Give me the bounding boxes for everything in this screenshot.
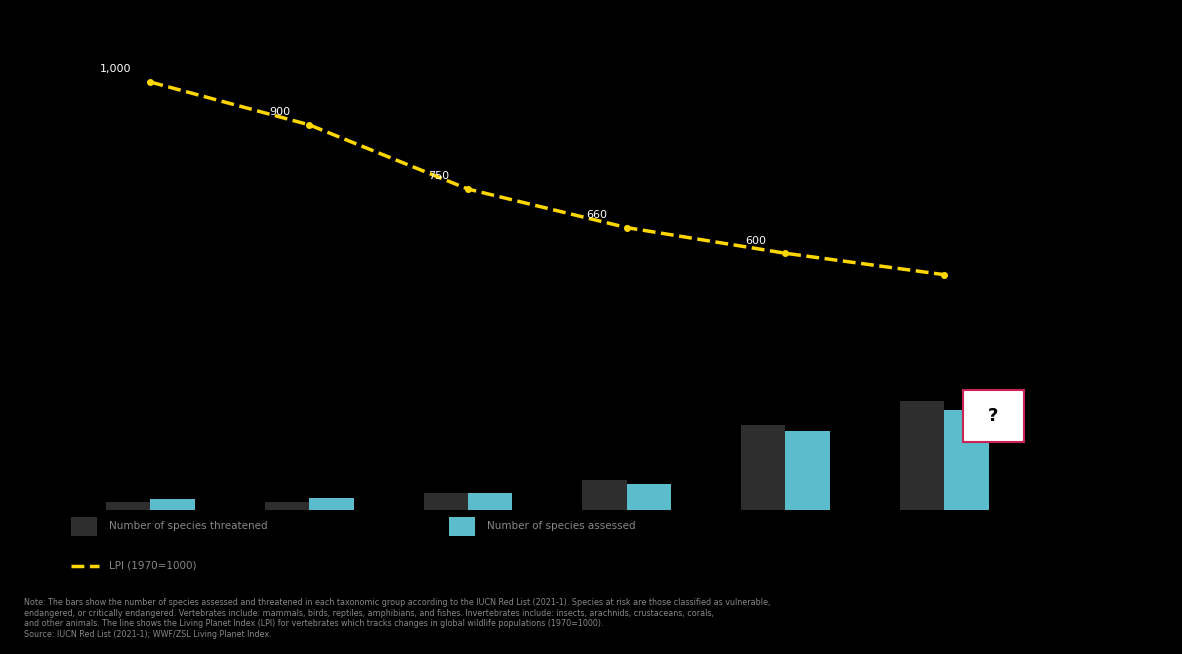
Bar <box>583 480 626 510</box>
Bar <box>741 424 786 510</box>
Text: Note: The bars show the number of species assessed and threatened in each taxono: Note: The bars show the number of specie… <box>24 598 769 638</box>
Text: Number of species assessed: Number of species assessed <box>487 521 636 532</box>
Bar <box>106 502 150 510</box>
Text: 750: 750 <box>428 171 449 181</box>
Bar <box>468 493 513 510</box>
Bar <box>265 502 310 510</box>
Bar <box>310 498 353 510</box>
Text: 900: 900 <box>269 107 290 117</box>
Bar <box>150 500 195 510</box>
Bar <box>449 517 475 536</box>
Bar <box>626 485 671 510</box>
Bar <box>423 493 468 510</box>
Text: ?: ? <box>988 407 999 425</box>
Bar <box>71 517 97 536</box>
Bar <box>900 401 944 510</box>
Text: 1,000: 1,000 <box>100 64 131 75</box>
Text: Number of species threatened: Number of species threatened <box>109 521 267 532</box>
Bar <box>786 431 830 510</box>
FancyBboxPatch shape <box>963 390 1024 441</box>
Text: 660: 660 <box>586 210 608 220</box>
Text: LPI (1970=1000): LPI (1970=1000) <box>109 560 196 571</box>
Bar <box>944 409 988 510</box>
Text: 600: 600 <box>746 235 766 245</box>
